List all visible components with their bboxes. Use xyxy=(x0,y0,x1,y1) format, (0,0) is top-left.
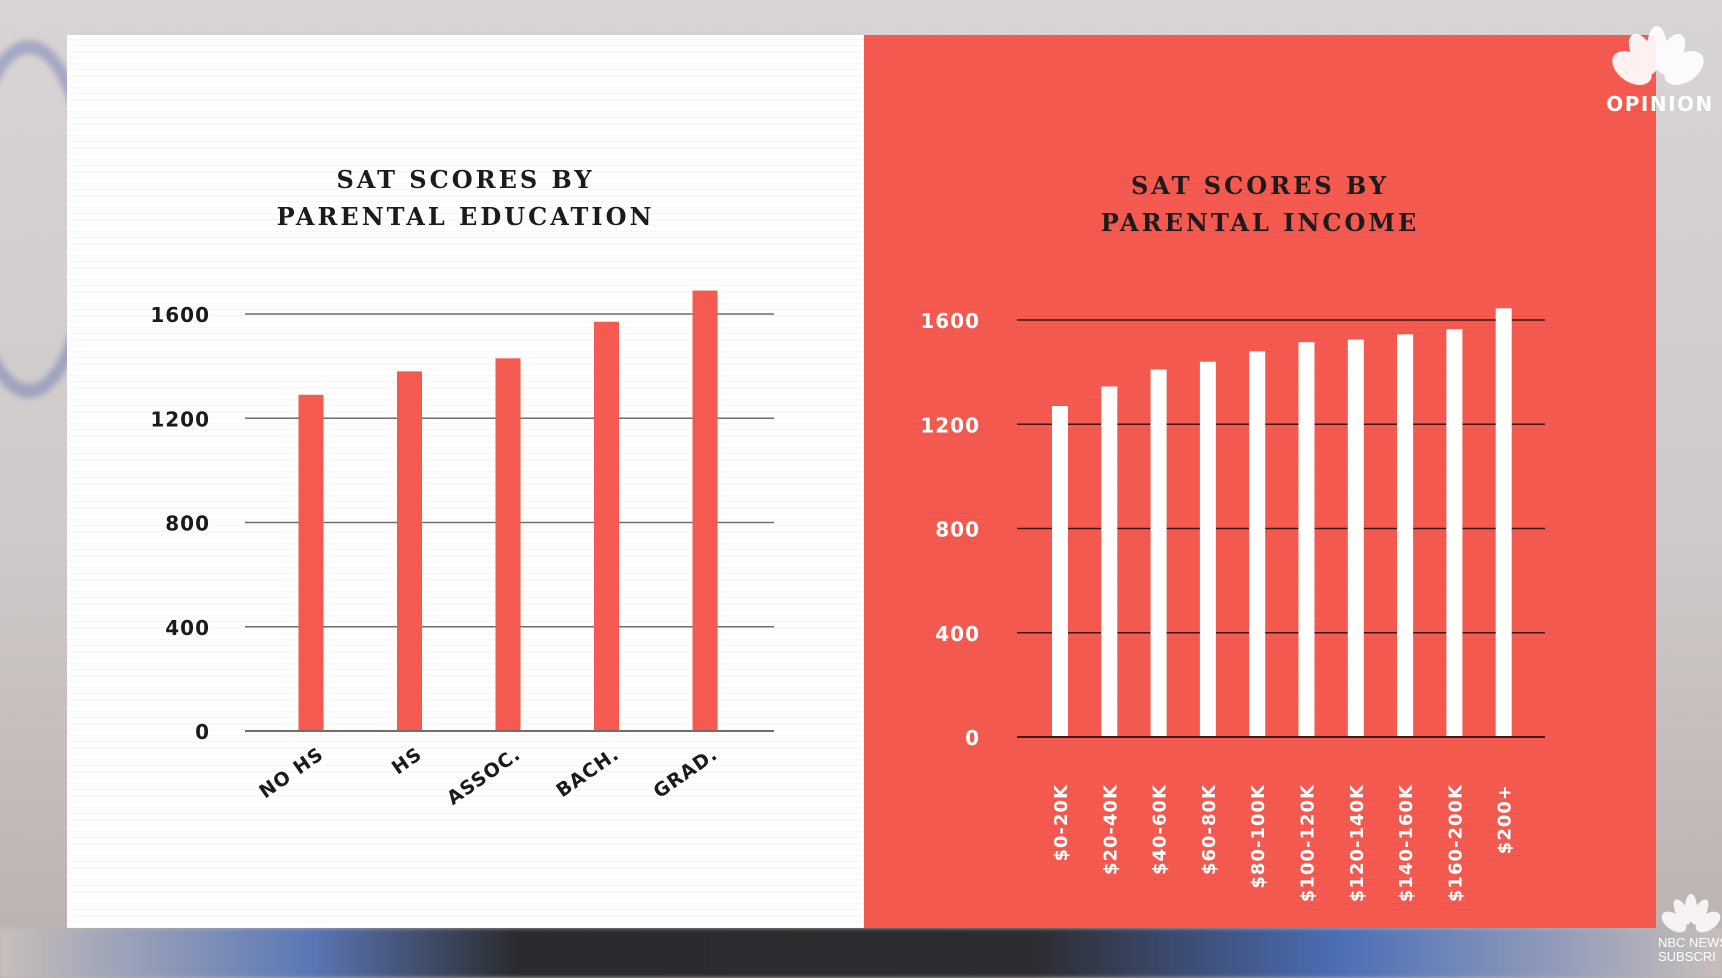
education-chart-title-line-2: PARENTAL EDUCATION xyxy=(276,202,655,231)
income-x-tick-label: $0-20K xyxy=(1051,784,1072,862)
education-chart-panel: SAT SCORES BY PARENTAL EDUCATION 0 400 800… xyxy=(67,35,864,928)
education-bar-chart: 0 400 800 1200 1600 NO HS HS ASSOC. BACH. GRAD. xyxy=(150,290,774,810)
income-chart-panel: SAT SCORES BY PARENTAL INCOME 0 400 800 120… xyxy=(864,35,1656,928)
income-chart-title-line-1: SAT SCORES BY xyxy=(1130,171,1390,200)
income-chart-title: SAT SCORES BY PARENTAL INCOME xyxy=(864,167,1656,241)
income-x-tick-label: $200+ xyxy=(1495,784,1516,854)
income-bar xyxy=(1495,308,1512,737)
income-x-tick-label: $20-40K xyxy=(1100,784,1121,875)
income-chart-title-line-2: PARENTAL INCOME xyxy=(1100,208,1420,237)
education-y-tick-label: 400 xyxy=(165,616,210,640)
education-bar xyxy=(594,321,619,731)
income-x-tick-label: $60-80K xyxy=(1199,784,1220,875)
income-y-tick-label: 0 xyxy=(965,726,980,750)
opinion-label: OPINION xyxy=(1606,92,1714,116)
income-bar xyxy=(1298,342,1315,737)
income-y-tick-label: 800 xyxy=(935,518,980,542)
education-bar xyxy=(692,290,718,731)
education-chart-title-line-1: SAT SCORES BY xyxy=(336,165,595,194)
income-y-tick-label: 1600 xyxy=(920,309,980,333)
income-x-tick-label: $120-140K xyxy=(1347,784,1368,902)
income-bar xyxy=(1150,369,1167,737)
opinion-logo: OPINION xyxy=(1598,18,1722,118)
income-y-tick-label: 400 xyxy=(935,622,980,646)
income-x-tick-label: $160-200K xyxy=(1445,784,1466,902)
income-bar xyxy=(1052,406,1068,737)
education-y-tick-label: 1600 xyxy=(150,303,210,327)
education-x-tick-label: BACH. xyxy=(552,743,623,802)
education-bar xyxy=(397,371,422,731)
income-x-tick-label: $80-100K xyxy=(1248,784,1269,889)
education-x-tick-label: NO HS xyxy=(255,743,328,803)
education-y-tick-label: 1200 xyxy=(150,407,210,431)
education-x-tick-label: GRAD. xyxy=(650,743,722,803)
income-bar xyxy=(1446,329,1463,737)
income-x-tick-label: $40-60K xyxy=(1150,784,1171,875)
corner-logo: NBC NEWS SUBSCRI xyxy=(1656,888,1722,978)
income-x-tick-label: $100-120K xyxy=(1298,784,1319,902)
income-bar xyxy=(1397,334,1414,737)
education-chart-title: SAT SCORES BY PARENTAL EDUCATION xyxy=(67,161,864,235)
income-bar xyxy=(1249,351,1266,737)
education-y-tick-label: 800 xyxy=(165,512,210,536)
nbc-peacock-icon xyxy=(1612,26,1704,86)
background-presenter xyxy=(0,928,1722,978)
income-bar xyxy=(1199,361,1216,737)
education-bar xyxy=(298,394,324,731)
income-bar xyxy=(1347,339,1364,737)
education-x-tick-label: ASSOC. xyxy=(443,743,525,810)
education-bar xyxy=(495,358,521,731)
income-bar xyxy=(1101,386,1118,737)
corner-logo-line-1: NBC NEWS xyxy=(1658,935,1722,950)
corner-peacock-icon xyxy=(1661,894,1721,933)
income-y-tick-label: 1200 xyxy=(920,413,980,437)
education-y-tick-label: 0 xyxy=(195,720,210,744)
income-x-tick-label: $140-160K xyxy=(1396,784,1417,902)
corner-logo-line-2: SUBSCRI xyxy=(1658,949,1716,964)
education-x-tick-label: HS xyxy=(388,743,426,779)
income-bar-chart: 0 400 800 1200 1600 $0-20K $20-40K $40-60K $60-8… xyxy=(920,308,1545,902)
